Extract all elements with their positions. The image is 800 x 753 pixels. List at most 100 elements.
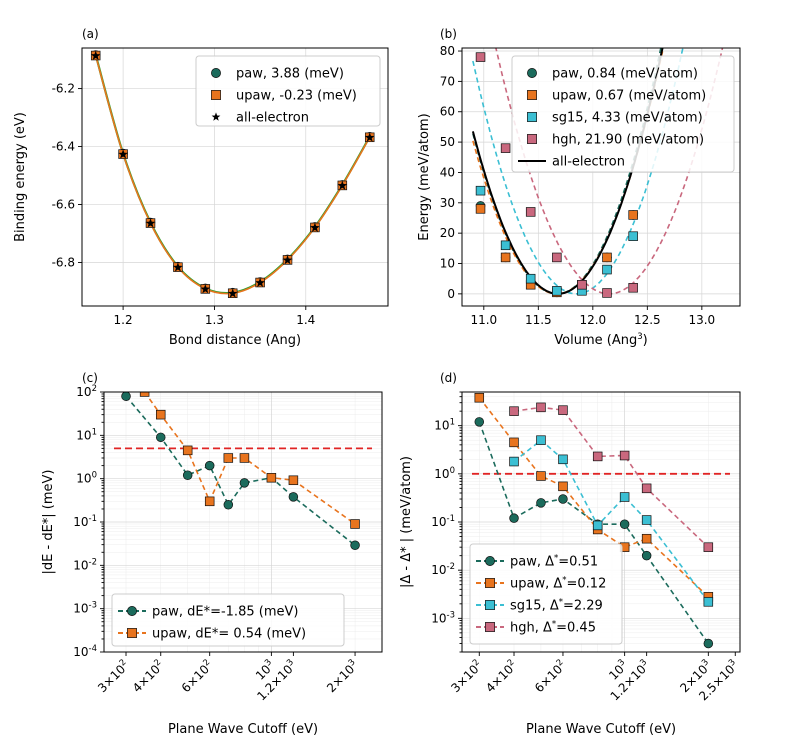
panel-c-ylabel: |dE - dE*| (meV) [41, 470, 56, 575]
panel-b-ytick-label-6: 60 [440, 105, 455, 119]
panel-d-point-0-6 [641, 550, 652, 561]
panel-b-fit-curve-4 [471, 48, 664, 295]
panel-c-point-0-5 [239, 478, 250, 488]
panel-c-axes-frame [103, 391, 383, 653]
panel-a-legend-marker-1 [211, 90, 221, 100]
panel-b-legend-marker-2 [527, 112, 537, 122]
panel-a-point-2-2 [145, 218, 156, 228]
panel-c-point-0-4 [223, 500, 234, 510]
panel-d-point-0-3 [558, 494, 568, 504]
panel-d-point-1-2 [536, 471, 546, 481]
panel-c-point-0-8 [350, 540, 360, 551]
panel-c-convergence-de: (c) 10-4 10-3 10-2 10-1 100 101 102 3×102 4×102 6… [41, 371, 383, 737]
panel-a-xtick-label-2: 1.4 [296, 313, 315, 327]
panel-b-legend-entry-1: upaw, 0.67 (meV/atom) [552, 89, 706, 104]
panel-b-xtick-label-1: 11.5 [525, 313, 552, 327]
panel-d-legend-box [469, 543, 623, 645]
panel-d-point-3-3 [592, 451, 603, 462]
panel-c-point-1-6 [266, 472, 277, 483]
panel-b-legend-entry-4: all-electron [552, 155, 625, 170]
panel-b-ytick-label-3: 30 [440, 196, 455, 210]
panel-d-point-2-2 [558, 454, 568, 465]
panel-d-point-2-5 [641, 515, 652, 525]
panel-d-point-0-1 [509, 513, 519, 523]
panel-d-point-2-4 [619, 492, 630, 502]
panel-a-legend-entry-1: upaw, -0.23 (meV) [236, 89, 357, 104]
panel-b-axes-frame [461, 47, 741, 307]
panel-c-ytick-label-0: 10-4 [73, 644, 97, 659]
panel-a-xtick-label-0: 1.2 [114, 313, 133, 327]
panel-a-label: (a) [82, 27, 99, 41]
panel-b-xtick-label-2: 12.0 [579, 313, 606, 327]
panel-c-point-0-0 [121, 392, 131, 401]
panel-b-xtick-label-3: 12.5 [634, 313, 661, 327]
panel-b-point-3-2 [525, 207, 536, 217]
panel-d-ytick-label-4: 101 [434, 418, 455, 433]
panel-c-legend: paw, dE*=-1.85 (meV) upaw, dE*= 0.54 (meV… [111, 593, 345, 647]
panel-d-legend-entry-3: hgh, Δ*=0.45 [510, 620, 596, 636]
panel-d-xtick-label-1: 4×102 [482, 658, 520, 696]
panel-d-ytick-label-1: 10-2 [431, 562, 455, 577]
panel-b-ytick-label-1: 10 [440, 257, 455, 271]
panel-a-point-2-0 [90, 50, 101, 60]
panel-b-ytick-label-2: 20 [440, 226, 455, 240]
panel-d-point-2-1 [536, 435, 546, 445]
panel-c-xlabel: Plane Wave Cutoff (eV) [168, 722, 318, 737]
panel-a-point-2-6 [255, 277, 265, 287]
panel-d-series-line-0 [478, 421, 709, 644]
panel-d-xlabel: Plane Wave Cutoff (eV) [526, 722, 676, 737]
panel-b-legend-box [511, 55, 735, 173]
panel-c-xtick-label-1: 4×102 [129, 658, 167, 696]
panel-d-point-2-6 [703, 597, 714, 607]
panel-b-point-2-2 [525, 273, 536, 284]
panel-b-point-3-5 [602, 288, 612, 298]
panel-a-ylabel: Binding energy (eV) [13, 112, 28, 242]
panel-b-ylabel: Energy (meV/atom) [417, 113, 432, 240]
panel-b-label: (b) [440, 27, 457, 41]
panel-a-axes-frame [81, 47, 389, 307]
panel-d-point-3-1 [536, 402, 546, 413]
panel-c-ytick-label-2: 10-2 [73, 557, 97, 572]
panel-a-ytick-label-1: -6.6 [52, 198, 75, 212]
panel-b-ytick-label-5: 50 [440, 135, 455, 149]
panel-d-ytick-label-2: 10-1 [431, 514, 455, 529]
panel-a-binding-energy: (a) 1.2 1.3 1.4 -6.8 -6.6 -6.4 -6.2 Bond distan… [13, 27, 389, 348]
panel-d-point-2-3 [592, 520, 603, 531]
panel-c-series-line-0 [125, 395, 356, 546]
panel-a-point-2-9 [337, 180, 348, 190]
panel-b-point-2-3 [552, 286, 562, 296]
panel-d-point-3-5 [641, 483, 652, 494]
panel-b-point-1-0 [475, 204, 486, 214]
panel-c-series-line-1 [143, 392, 356, 525]
panel-d-ylabel: |Δ - Δ* | (meV/atom) [399, 456, 414, 588]
panel-a-point-2-5 [227, 288, 238, 298]
panel-c-point-1-8 [350, 519, 360, 529]
panel-c-legend-entry-1: upaw, dE*= 0.54 (meV) [152, 627, 306, 642]
panel-d-point-0-7 [703, 638, 714, 649]
panel-d-legend: paw, Δ*=0.51 upaw, Δ*=0.12 sg15, Δ*=2.29 hg… [469, 543, 623, 645]
panel-d-legend-marker-3 [485, 622, 495, 632]
panel-a-legend: paw, 3.88 (meV) upaw, -0.23 (meV) all-elec… [195, 55, 381, 127]
panel-d-legend-marker-2 [485, 600, 495, 610]
panel-c-legend-marker-0 [127, 606, 137, 616]
panel-d-xtick-label-2: 6×102 [531, 658, 569, 696]
panel-b-point-1-1 [500, 252, 511, 263]
panel-d-point-1-1 [509, 437, 519, 448]
panel-b-point-3-1 [500, 143, 511, 153]
panel-d-legend-marker-0 [485, 556, 495, 566]
panel-c-xtick-label-2: 6×102 [178, 658, 216, 696]
panel-c-ytick-label-5: 101 [76, 427, 97, 442]
panel-b-ytick-label-8: 80 [440, 44, 455, 58]
panel-b-legend-entry-2: sg15, 4.33 (meV/atom) [552, 111, 703, 126]
panel-c-legend-box [111, 593, 345, 647]
panel-d-point-3-4 [619, 450, 630, 461]
panel-a-point-2-8 [310, 222, 320, 232]
panel-c-point-0-3 [204, 460, 215, 471]
panel-b-point-1-6 [628, 210, 638, 220]
panel-c-ytick-label-1: 10-3 [73, 601, 97, 616]
panel-c-point-1-2 [182, 445, 193, 456]
panel-b-point-2-6 [628, 231, 638, 241]
panel-c-point-1-4 [223, 453, 234, 463]
